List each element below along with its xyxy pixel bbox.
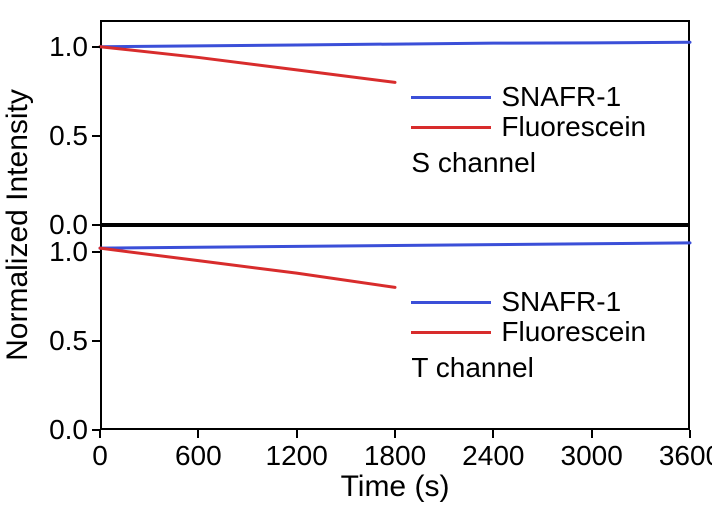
bottom-ytick-mark xyxy=(92,251,100,253)
legend-line-fluorescein xyxy=(411,331,491,334)
xtick-label: 0 xyxy=(92,440,108,472)
bottom-ytick-label: 0.5 xyxy=(49,325,88,357)
bottom-ytick-label: 0.0 xyxy=(49,414,88,446)
y-axis-label: Normalized Intensity xyxy=(1,25,35,425)
legend-text-fluorescein: Fluorescein xyxy=(501,316,646,348)
xtick-label: 1200 xyxy=(266,440,328,472)
channel-label: T channel xyxy=(411,352,533,384)
xtick-mark xyxy=(99,430,101,438)
xtick-label: 600 xyxy=(175,440,222,472)
figure-root: 0.00.51.0SNAFR-1FluoresceinS channel0.00… xyxy=(0,0,712,505)
legend-line-snafr xyxy=(411,301,491,304)
xtick-label: 3000 xyxy=(561,440,623,472)
xtick-mark xyxy=(689,430,691,438)
legend-text-snafr: SNAFR-1 xyxy=(501,286,621,318)
bottom-series-fluorescein xyxy=(0,0,712,505)
xtick-mark xyxy=(394,430,396,438)
x-axis-label: Time (s) xyxy=(341,470,450,504)
bottom-ytick-label: 1.0 xyxy=(49,236,88,268)
xtick-mark xyxy=(296,430,298,438)
xtick-label: 1800 xyxy=(364,440,426,472)
xtick-mark xyxy=(492,430,494,438)
xtick-mark xyxy=(197,430,199,438)
bottom-ytick-mark xyxy=(92,340,100,342)
xtick-label: 2400 xyxy=(462,440,524,472)
xtick-label: 3600 xyxy=(659,440,712,472)
xtick-mark xyxy=(591,430,593,438)
